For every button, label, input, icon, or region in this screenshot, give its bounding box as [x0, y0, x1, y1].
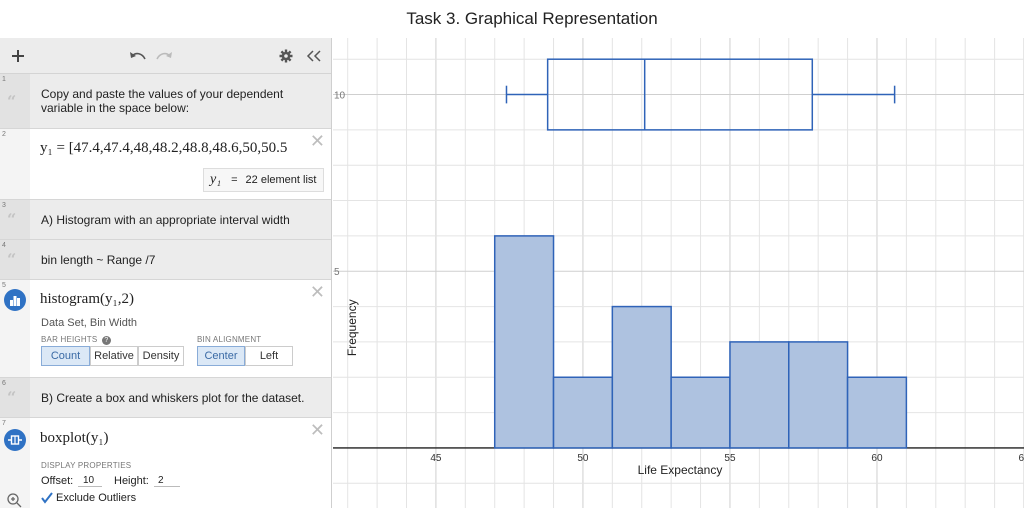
- x-tick-label: 45: [430, 453, 442, 464]
- x-tick-label: 65: [1018, 453, 1024, 464]
- histogram-bar: [788, 341, 849, 449]
- boxplot-icon[interactable]: [4, 429, 26, 451]
- expression-index: 3: [2, 202, 6, 209]
- histogram-bar: [493, 235, 555, 449]
- plus-icon[interactable]: [6, 44, 30, 68]
- histogram-bar: [611, 305, 672, 449]
- quote-icon: “: [7, 250, 17, 269]
- expression-panel: 1 “ Copy and paste the values of your de…: [0, 38, 332, 508]
- double-chevron-left-icon[interactable]: [302, 44, 326, 68]
- bar-heights-label: BAR HEIGHTS ?: [41, 335, 111, 345]
- histogram-icon[interactable]: [4, 289, 26, 311]
- expression-index: 2: [2, 131, 6, 138]
- bin-alignment-center-button[interactable]: Center: [197, 346, 245, 366]
- expression-toolbar: [0, 38, 331, 74]
- height-label: Height:: [114, 475, 149, 487]
- exclude-outliers-checkbox[interactable]: Exclude Outliers: [40, 492, 136, 504]
- delete-expression-icon[interactable]: ✕: [309, 282, 325, 302]
- bar-heights-count-button[interactable]: Count: [41, 346, 90, 366]
- y-axis-label: Frequency: [345, 299, 359, 356]
- expression-7-boxplot[interactable]: 7 boxplot(y₁) ✕ DISPLAY PROPERTIES Offse…: [0, 418, 331, 508]
- result-equals: =: [231, 174, 238, 186]
- x-tick-label: 50: [577, 453, 589, 464]
- checkmark-icon: [41, 492, 53, 504]
- chart[interactable]: 45 50 55 60 65 5 10 Life Expectancy Frequency: [333, 38, 1024, 508]
- expression-index: 6: [2, 380, 6, 387]
- expression-index: 4: [2, 242, 6, 249]
- expression-note-1[interactable]: 1 “ Copy and paste the values of your de…: [0, 74, 331, 129]
- bin-alignment-left-button[interactable]: Left: [245, 346, 293, 366]
- expression-formula[interactable]: histogram(y₁,2): [40, 291, 134, 307]
- offset-input[interactable]: 10: [78, 475, 102, 487]
- note-text: Copy and paste the values of your depend…: [41, 87, 284, 115]
- expression-note-4[interactable]: 4 “ bin length ~ Range /7: [0, 240, 331, 280]
- histogram-bar: [552, 376, 614, 449]
- expression-formula[interactable]: y₁ = [47.4,47.4,48,48.2,48.8,48.6,50,50.…: [40, 140, 288, 156]
- histogram-bar: [670, 376, 731, 449]
- help-icon[interactable]: ?: [101, 336, 111, 345]
- delete-expression-icon[interactable]: ✕: [309, 131, 325, 151]
- histogram-bar: [729, 341, 790, 449]
- expression-formula[interactable]: boxplot(y₁): [40, 430, 109, 446]
- graph-paper[interactable]: 45 50 55 60 65 5 10 Life Expectancy Frequency: [333, 38, 1024, 508]
- note-text: A) Histogram with an appropriate interva…: [41, 213, 290, 227]
- histogram-bar: [846, 376, 908, 449]
- height-input[interactable]: 2: [154, 475, 180, 487]
- redo-icon[interactable]: [152, 44, 176, 68]
- expression-note-3[interactable]: 3 “ A) Histogram with an appropriate int…: [0, 200, 331, 240]
- y-tick-label: 5: [334, 267, 340, 278]
- expression-5-histogram[interactable]: 5 histogram(y₁,2) ✕ Data Set, Bin Width …: [0, 280, 331, 378]
- undo-icon[interactable]: [126, 44, 150, 68]
- x-tick-label: 60: [871, 453, 883, 464]
- title-bar: Task 3. Graphical Representation: [0, 0, 1024, 38]
- quote-icon: “: [7, 210, 17, 229]
- quote-icon: “: [7, 388, 17, 407]
- expression-index: 5: [2, 282, 6, 289]
- exclude-outliers-label: Exclude Outliers: [56, 492, 137, 504]
- expression-note-6[interactable]: 6 “ B) Create a box and whiskers plot fo…: [0, 378, 331, 418]
- offset-label: Offset:: [41, 475, 74, 487]
- x-tick-label: 55: [724, 453, 736, 464]
- evaluation-result: y₁ = 22 element list: [203, 168, 324, 192]
- display-properties-label: DISPLAY PROPERTIES: [41, 461, 132, 470]
- result-variable: y₁: [210, 172, 222, 187]
- note-text: bin length ~ Range /7: [41, 253, 156, 267]
- bar-heights-relative-button[interactable]: Relative: [90, 346, 138, 366]
- y-tick-label: 10: [334, 91, 346, 102]
- page-title: Task 3. Graphical Representation: [406, 9, 658, 28]
- zoom-fit-icon[interactable]: [6, 492, 22, 508]
- bin-alignment-label: BIN ALIGNMENT: [197, 335, 262, 344]
- bar-heights-density-button[interactable]: Density: [138, 346, 184, 366]
- gear-icon[interactable]: [276, 44, 296, 68]
- boxplot-box: [546, 58, 814, 131]
- argument-hint: Data Set, Bin Width: [41, 317, 137, 329]
- result-value: 22 element list: [245, 174, 317, 186]
- quote-icon: “: [7, 92, 17, 111]
- expression-index: 7: [2, 420, 6, 427]
- delete-expression-icon[interactable]: ✕: [309, 420, 325, 440]
- expression-index: 1: [2, 76, 6, 83]
- note-text: B) Create a box and whiskers plot for th…: [41, 391, 305, 405]
- expression-2[interactable]: 2 y₁ = [47.4,47.4,48,48.2,48.8,48.6,50,5…: [0, 129, 331, 200]
- x-axis-label: Life Expectancy: [638, 463, 723, 477]
